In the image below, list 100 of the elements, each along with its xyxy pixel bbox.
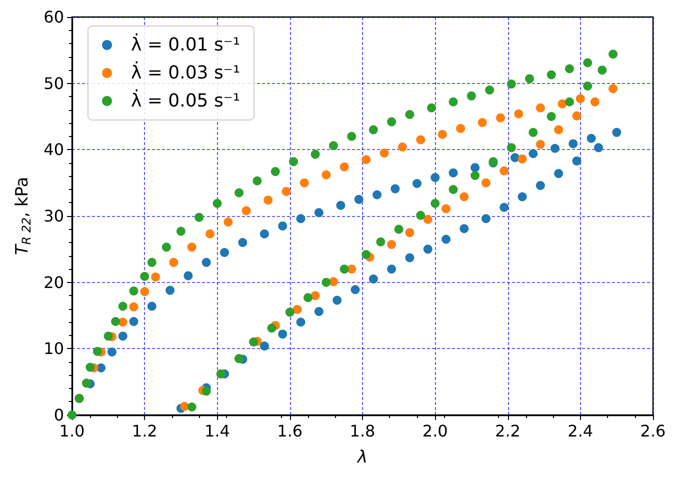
point: [583, 58, 592, 68]
point: [525, 74, 534, 84]
point: [456, 124, 466, 133]
point: [372, 190, 382, 200]
point: [238, 238, 248, 248]
point: [310, 150, 320, 159]
point: [518, 192, 527, 202]
point: [118, 318, 128, 327]
point: [187, 402, 196, 412]
point: [546, 112, 556, 121]
point: [350, 285, 360, 294]
point: [282, 186, 291, 196]
point: [448, 168, 458, 178]
point: [278, 330, 288, 339]
point: [496, 113, 505, 122]
point: [118, 332, 128, 341]
point: [430, 173, 440, 182]
point: [162, 242, 171, 252]
point: [608, 84, 618, 94]
point: [166, 286, 175, 295]
point: [423, 214, 432, 224]
point: [412, 179, 422, 188]
point: [442, 234, 451, 244]
point: [368, 274, 378, 284]
y-tick-label: 40: [44, 140, 64, 160]
point: [278, 221, 288, 230]
point: [285, 308, 294, 317]
point: [111, 316, 120, 326]
point: [470, 171, 480, 180]
point: [528, 128, 538, 137]
point: [151, 272, 160, 282]
point: [506, 80, 516, 88]
point: [518, 154, 527, 164]
point: [590, 97, 600, 106]
point: [416, 210, 426, 220]
point: [147, 258, 156, 267]
point: [398, 142, 407, 152]
point: [427, 103, 436, 112]
point: [234, 188, 244, 198]
point: [390, 184, 400, 194]
point: [270, 167, 280, 176]
point: [205, 229, 214, 238]
legend-label: λ̇ = 0.03 s⁻¹: [131, 61, 240, 84]
y-tick-label: 60: [44, 8, 64, 26]
x-tick-label: 1.0: [59, 422, 85, 440]
point: [354, 194, 364, 204]
x-tick-label: 1.4: [204, 422, 230, 440]
point: [314, 307, 324, 316]
point: [405, 110, 414, 120]
point: [194, 212, 204, 222]
point: [96, 363, 106, 372]
point: [187, 242, 196, 252]
point: [118, 302, 128, 311]
point: [586, 134, 596, 143]
point: [554, 169, 564, 178]
point: [598, 66, 607, 75]
point: [387, 240, 396, 250]
point: [300, 178, 309, 188]
point: [296, 318, 306, 327]
point: [506, 143, 516, 152]
point: [140, 287, 150, 296]
point: [448, 97, 458, 106]
point: [576, 94, 585, 104]
point: [336, 200, 346, 210]
point: [304, 293, 313, 302]
point: [242, 206, 251, 216]
y-tick-label: 0: [54, 406, 64, 424]
point: [481, 178, 490, 188]
point: [368, 125, 378, 134]
y-tick-label: 20: [44, 272, 64, 292]
point: [470, 163, 480, 172]
point: [347, 132, 356, 141]
point: [86, 362, 95, 372]
point: [448, 184, 458, 194]
point: [147, 302, 156, 311]
point: [322, 278, 331, 287]
point: [380, 148, 389, 158]
point: [546, 70, 556, 80]
x-tick-label: 1.2: [132, 422, 158, 440]
point: [220, 248, 230, 257]
point: [362, 250, 371, 259]
legend-label: λ̇ = 0.05 s⁻¹: [131, 89, 240, 112]
x-tick-label: 2.0: [422, 422, 448, 440]
point: [129, 316, 138, 326]
point: [292, 305, 302, 314]
point: [536, 180, 545, 190]
point: [202, 386, 211, 396]
point: [202, 258, 211, 267]
y-tick-label: 10: [44, 339, 64, 358]
x-axis-title: λ: [356, 448, 368, 468]
point: [176, 226, 186, 236]
point: [594, 143, 604, 152]
point: [460, 192, 469, 202]
x-tick-label: 2.2: [495, 422, 520, 440]
point: [212, 198, 222, 208]
point: [296, 214, 306, 224]
point: [104, 332, 113, 341]
point: [129, 302, 138, 312]
point: [460, 224, 469, 234]
point: [536, 140, 545, 149]
